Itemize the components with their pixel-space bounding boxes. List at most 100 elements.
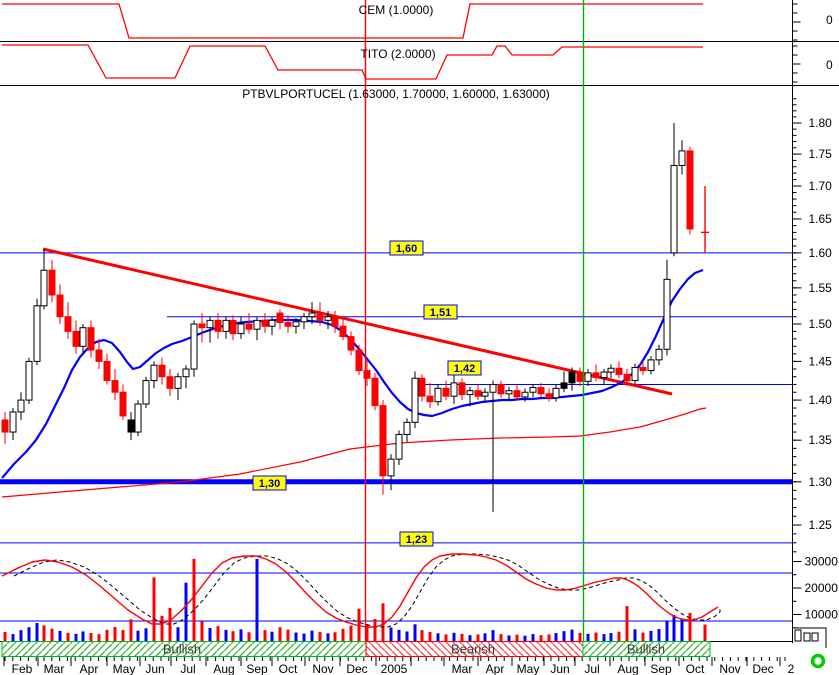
volume-tick-label: 30000 <box>805 555 839 569</box>
volume-bar <box>609 633 613 641</box>
volume-bar <box>121 630 125 641</box>
candle <box>268 319 276 327</box>
volume-bar <box>208 628 212 641</box>
oscillator-signal-dashed <box>13 553 721 628</box>
candle <box>474 390 482 397</box>
candle <box>339 325 347 338</box>
candle <box>25 360 33 401</box>
candle <box>284 322 292 327</box>
month-label: Nov <box>312 662 333 675</box>
volume-bar <box>97 634 101 641</box>
volume-bar <box>428 631 432 641</box>
price-badge-1_30[interactable] <box>252 475 287 491</box>
regime-label: Bearish <box>451 642 495 657</box>
regime-label: Bullish <box>163 642 201 657</box>
cem-panel-title: CEM (1.0000) <box>359 3 434 17</box>
trendline[interactable] <box>42 247 673 396</box>
volume-bar <box>491 630 495 641</box>
price-badge-1_51[interactable] <box>423 304 458 320</box>
price-badge-label: 1,51 <box>430 307 451 319</box>
candle <box>623 373 631 382</box>
month-label: Mar <box>44 662 65 675</box>
month-label: Dec <box>752 662 773 675</box>
volume-bar <box>81 631 85 641</box>
volume-bar <box>192 558 196 641</box>
candle <box>1 419 9 433</box>
candle <box>87 327 95 351</box>
price-badge-1_42[interactable] <box>447 360 482 376</box>
price-tick-label: 1.45 <box>809 354 833 368</box>
candle <box>72 330 80 347</box>
candle <box>545 393 553 399</box>
candle <box>639 366 647 372</box>
oscillator-line <box>1 553 719 628</box>
volume-bar <box>19 630 23 641</box>
candle <box>17 399 25 413</box>
candle <box>292 321 300 327</box>
volume-bar <box>310 630 314 641</box>
volume-bar <box>35 622 39 641</box>
price-badge-1_60[interactable] <box>389 240 424 256</box>
price-tick-label: 1.65 <box>809 212 833 226</box>
candle <box>631 366 639 382</box>
volume-bar <box>476 634 480 641</box>
volume-bar <box>539 635 543 641</box>
candle <box>387 458 395 477</box>
candle <box>64 316 72 332</box>
volume-bar <box>239 629 243 641</box>
volume-bar <box>216 626 220 641</box>
candles <box>1 123 709 512</box>
candle <box>418 377 426 397</box>
cem-indicator-line <box>2 3 703 39</box>
candle <box>40 269 48 307</box>
candle <box>395 433 403 460</box>
volume-bar <box>136 630 140 641</box>
volume-bar <box>381 603 385 641</box>
candle <box>158 364 166 378</box>
volume-bar <box>349 625 353 641</box>
candle <box>489 383 497 393</box>
month-label: Jul <box>584 662 599 675</box>
volume-bar <box>263 630 267 641</box>
candle <box>363 370 371 379</box>
volume-bar <box>405 631 409 641</box>
status-green-donut-icon[interactable] <box>810 653 826 669</box>
month-label: Oct <box>686 662 705 675</box>
volume-bar <box>436 633 440 641</box>
volume-bar <box>184 582 188 641</box>
price-badge-1_23[interactable] <box>399 531 434 547</box>
candle <box>331 316 339 327</box>
volume-bar <box>547 634 551 641</box>
volume-bar <box>452 632 456 641</box>
volume-bar <box>255 558 259 641</box>
volume-bar <box>326 633 330 641</box>
volume-bar <box>11 634 15 641</box>
volume-bar <box>302 633 306 641</box>
month-label: Mar <box>452 662 473 675</box>
price-tick-label: 1.25 <box>809 518 833 532</box>
volume-bar <box>554 633 558 641</box>
candle <box>95 349 103 362</box>
volume-bar <box>89 633 93 641</box>
volume-bar <box>74 633 78 641</box>
volume-bar <box>144 628 148 641</box>
candle <box>647 359 655 372</box>
volume-bar <box>413 624 417 641</box>
cem-axis-zero-label: 0 <box>826 13 833 27</box>
corner-widget-box <box>811 632 819 642</box>
candle <box>33 305 41 362</box>
corner-widget-box <box>803 632 811 642</box>
candle <box>237 323 245 335</box>
volume-bar <box>224 629 228 641</box>
candle <box>245 323 253 330</box>
candle <box>214 319 222 332</box>
month-label: Jun <box>550 662 569 675</box>
candle <box>222 319 230 332</box>
candle <box>276 312 284 324</box>
candle <box>576 371 584 382</box>
volume-bar <box>333 632 337 641</box>
volume-bar <box>27 627 31 641</box>
volume-bar <box>672 615 676 641</box>
volume-bar <box>247 632 251 641</box>
